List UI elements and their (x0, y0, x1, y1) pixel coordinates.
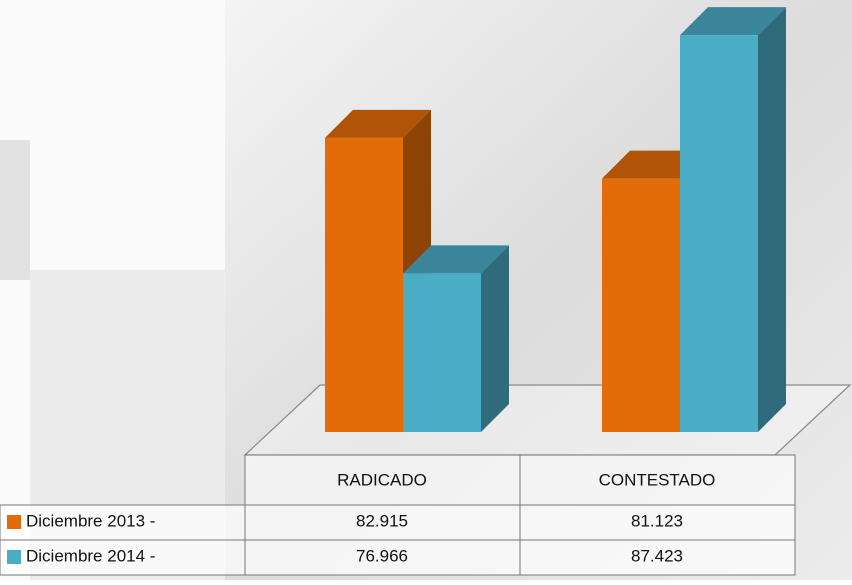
legend-swatch (7, 550, 21, 564)
background-panel (0, 140, 30, 280)
column-header: CONTESTADO (599, 470, 716, 489)
bar (325, 137, 403, 432)
bar-top (325, 109, 431, 138)
legend-label: Diciembre 2014 - (26, 546, 155, 565)
legend-swatch (7, 515, 21, 529)
bar-side (758, 7, 786, 432)
table-value: 76.966 (356, 546, 408, 565)
bars (325, 7, 786, 433)
table-value: 82.915 (356, 511, 408, 530)
bar-top (403, 245, 509, 274)
data-table: RADICADO CONTESTADO Diciembre 2013 - 82.915… (0, 454, 796, 576)
bar-side (481, 245, 509, 432)
table-value: 87.423 (631, 546, 683, 565)
bar (403, 273, 481, 432)
column-header: RADICADO (337, 470, 427, 489)
table-value: 81.123 (631, 511, 683, 530)
bar-top (680, 7, 786, 36)
bar (680, 35, 758, 433)
legend-label: Diciembre 2013 - (26, 511, 155, 530)
bar (602, 178, 680, 432)
